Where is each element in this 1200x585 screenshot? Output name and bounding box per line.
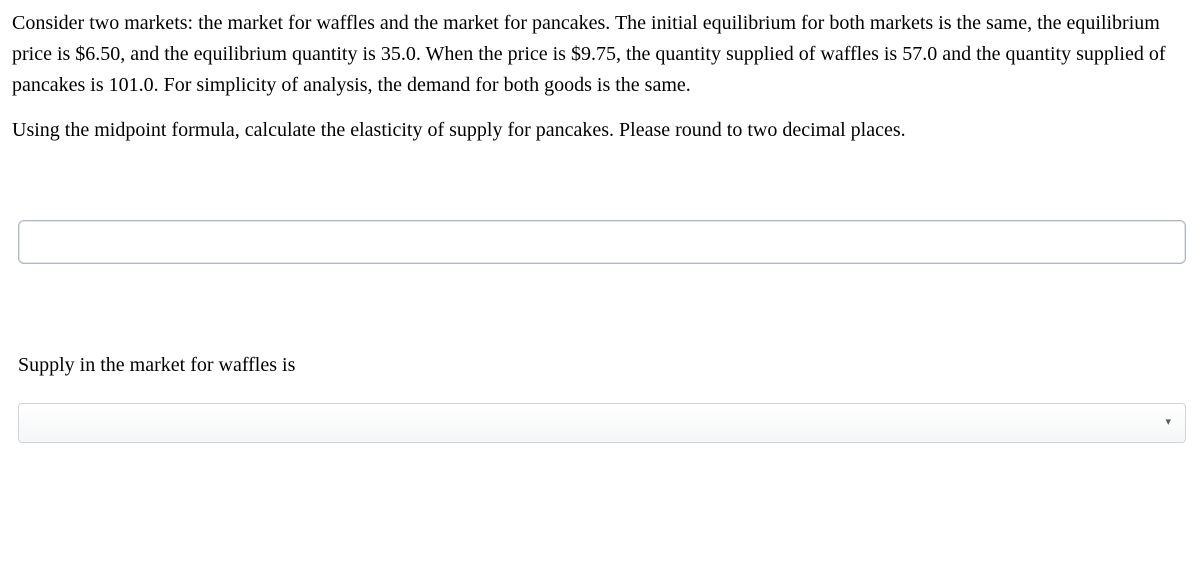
- chevron-down-icon: ▾: [1165, 414, 1171, 431]
- question-paragraph-2: Using the midpoint formula, calculate th…: [12, 115, 1188, 146]
- elasticity-answer-input[interactable]: [18, 220, 1186, 264]
- sub-question-text: Supply in the market for waffles is: [18, 350, 1188, 381]
- waffles-supply-dropdown[interactable]: ▾: [18, 403, 1186, 443]
- question-text: Consider two markets: the market for waf…: [12, 8, 1188, 146]
- question-paragraph-1: Consider two markets: the market for waf…: [12, 8, 1188, 101]
